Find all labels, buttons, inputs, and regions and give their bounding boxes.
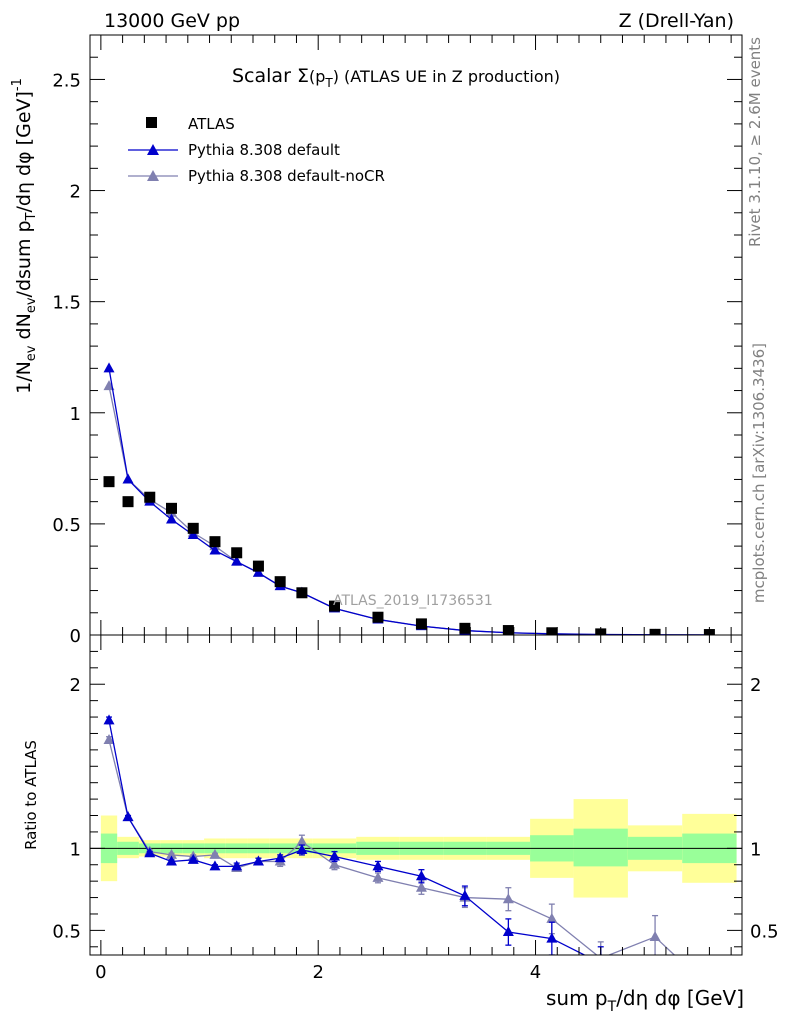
main-ytick-label: 0.5	[52, 515, 81, 536]
atlas-data-point	[187, 522, 199, 534]
xtick-label: 0	[95, 962, 106, 983]
ratio-ytick-label-right: 2	[750, 675, 761, 696]
atlas-data-point	[502, 625, 514, 635]
ratio-nocr-point	[166, 848, 177, 859]
ratio-default-point	[502, 926, 514, 937]
atlas-data-point	[122, 496, 134, 508]
ratio-ytick-label-right: 1	[750, 839, 761, 860]
main-panel: 0 0.5 1 1.5 2 2.5 Scalar Σ(pT) (ATLAS UE in Z…	[10, 34, 743, 647]
ratio-default-point	[296, 843, 308, 854]
default-point	[252, 566, 264, 577]
ratio-panel-frame	[89, 634, 743, 956]
atlas-data-point	[144, 491, 156, 503]
main-ytick-label: 2.5	[52, 70, 81, 91]
main-ytick-label: 0	[70, 626, 81, 647]
ratio-default-point	[415, 870, 427, 881]
atlas-data-point	[649, 628, 661, 635]
ratio-default-point	[103, 714, 115, 725]
default-point	[209, 544, 221, 555]
legend-label-atlas: ATLAS	[188, 115, 235, 133]
atlas-data-point	[329, 600, 340, 612]
ratio-nocr-point	[329, 858, 340, 869]
main-ytick-label: 2	[70, 182, 81, 203]
default-point	[231, 555, 243, 566]
ratio-ytick-label-right: 0.5	[750, 921, 779, 942]
atlas-data-point	[546, 627, 558, 635]
atlas-data-point	[372, 611, 384, 623]
atlas-data-point	[231, 547, 243, 559]
atlas-data-point	[296, 587, 308, 599]
ratio-default-point	[546, 932, 558, 943]
header-right: Z (Drell-Yan)	[619, 10, 734, 32]
ratio-nocr-point	[296, 835, 308, 846]
ratio-default-point	[650, 974, 661, 984]
rivet-label: Rivet 3.1.10, ≥ 2.6M events	[746, 37, 764, 247]
legend: ATLAS Pythia 8.308 default Pythia 8.308 …	[128, 115, 385, 185]
ratio-y-axis-label: Ratio to ATLAS	[22, 740, 40, 850]
default-point	[122, 473, 134, 484]
ratio-default-point	[144, 847, 156, 858]
ratio-ytick-label: 0.5	[52, 921, 81, 942]
default-point	[103, 362, 115, 373]
main-ytick-label: 1.5	[52, 293, 81, 314]
ratio-default-point	[595, 957, 606, 967]
atlas-data-point	[166, 502, 177, 514]
ratio-ytick-label: 1	[70, 839, 81, 860]
ratio-nocr-point	[415, 881, 427, 892]
ratio-default-point	[231, 860, 243, 871]
main-chart-title: Scalar Σ(pT) (ATLAS UE in Z production)	[232, 65, 560, 90]
legend-marker-nocr	[147, 170, 159, 181]
header-left: 13000 GeV pp	[104, 10, 240, 32]
atlas-data-point	[274, 576, 286, 588]
legend-label-nocr: Pythia 8.308 default-noCR	[188, 167, 385, 185]
ratio-nocr-point	[372, 871, 384, 882]
uncertainty-band-green	[573, 828, 628, 867]
legend-marker-default	[147, 144, 159, 155]
ratio-default-point	[372, 860, 384, 871]
main-ytick-label: 1	[70, 404, 81, 425]
mcplots-label: mcplots.cern.ch [arXiv:1306.3436]	[750, 343, 768, 603]
ratio-default-point	[252, 855, 264, 866]
x-axis-label: sum pT/dη dφ [GeV]	[546, 986, 744, 1015]
ratio-nocr-point	[546, 912, 558, 923]
ratio-nocr-point	[649, 930, 661, 941]
ratio-nocr-point	[209, 848, 221, 859]
default-point	[187, 529, 199, 539]
ratio-default-point	[187, 853, 199, 864]
ratio-default-point	[329, 850, 340, 861]
atlas-data-point	[459, 622, 471, 634]
ratio-ytick-label: 2	[70, 675, 81, 696]
xtick-label: 4	[530, 962, 541, 983]
atlas-data-point	[209, 536, 221, 548]
atlas-data-point	[252, 560, 264, 572]
main-y-axis-label: 1/Nev dNev/dsum pT/dη dφ [GeV]-1	[10, 78, 39, 394]
ratio-default-point	[459, 889, 471, 900]
legend-marker-atlas	[146, 117, 157, 128]
legend-label-default: Pythia 8.308 default	[188, 141, 340, 159]
atlas-data-point	[103, 476, 115, 488]
atlas-data-point	[415, 618, 427, 630]
ratio-nocr-point	[502, 893, 514, 904]
ratio-nocr-point	[103, 734, 115, 745]
ratio-default-point	[166, 855, 177, 866]
ratio-default-point	[274, 852, 286, 863]
analysis-watermark: ATLAS_2019_I1736531	[333, 593, 493, 609]
ratio-default-point	[122, 811, 134, 822]
default-point	[166, 513, 177, 524]
xtick-label: 2	[312, 962, 323, 983]
ratio-default-point	[209, 860, 221, 871]
ratio-panel: 0.5 0.5 1 1 2 2 0 2 4 Ratio to ATLAS sum pT/dη d…	[22, 634, 779, 1015]
